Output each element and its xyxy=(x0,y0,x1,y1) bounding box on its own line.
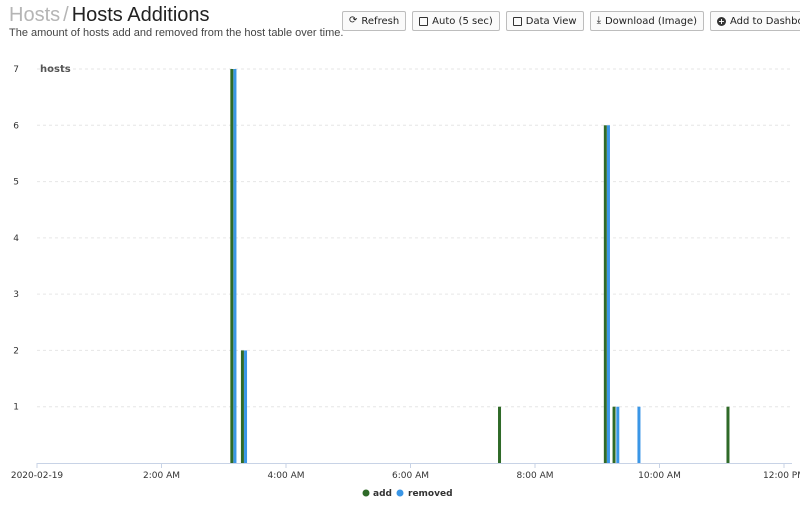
checkbox-icon[interactable] xyxy=(419,16,429,26)
y-tick-label: 5 xyxy=(13,178,19,188)
auto-refresh-toggle[interactable]: Auto (5 sec) xyxy=(412,11,500,31)
add-to-dashboard-label: Add to Dashboard xyxy=(730,15,800,27)
bar-add[interactable] xyxy=(230,69,234,463)
download-icon: ⤓ xyxy=(596,15,601,26)
bar-removed[interactable] xyxy=(606,125,610,464)
y-tick-label: 4 xyxy=(13,234,19,244)
bar-add[interactable] xyxy=(498,406,502,463)
bar-removed[interactable] xyxy=(616,406,620,463)
refresh-button[interactable]: ⟳ Refresh xyxy=(342,11,407,31)
chart-legend: add removed xyxy=(362,489,453,499)
breadcrumb-separator: / xyxy=(63,4,69,26)
page-header: Hosts / Hosts Additions xyxy=(9,4,210,26)
x-tick-label: 4:00 AM xyxy=(268,471,305,481)
x-tick-label: 12:00 PM xyxy=(763,471,800,481)
legend-removed-label[interactable]: removed xyxy=(408,489,453,499)
y-series-label: hosts xyxy=(40,64,71,75)
legend-removed-marker[interactable] xyxy=(396,489,404,497)
plus-circle-icon: + xyxy=(717,16,726,26)
data-view-label: Data View xyxy=(525,15,577,27)
y-tick-label: 7 xyxy=(13,65,19,75)
page-title: Hosts Additions xyxy=(71,4,210,26)
y-tick-label: 1 xyxy=(13,403,19,413)
x-tick-label: 6:00 AM xyxy=(392,471,429,481)
bar-add[interactable] xyxy=(240,350,244,463)
bar-add[interactable] xyxy=(612,406,616,463)
breadcrumb-hosts-link[interactable]: Hosts xyxy=(9,4,61,26)
y-tick-label: 2 xyxy=(13,346,19,356)
page-subtitle: The amount of hosts add and removed from… xyxy=(9,27,344,39)
x-tick-label: 2:00 AM xyxy=(143,471,180,481)
x-tick-label: 8:00 AM xyxy=(517,471,554,481)
bar-removed[interactable] xyxy=(244,350,248,463)
download-button-label: Download (Image) xyxy=(604,15,697,27)
x-tick-label: 2020-02-19 xyxy=(11,471,64,481)
download-image-button[interactable]: ⤓ Download (Image) xyxy=(589,11,704,31)
checkbox-icon[interactable] xyxy=(512,16,522,26)
y-tick-label: 3 xyxy=(13,290,19,300)
legend-add-marker[interactable] xyxy=(362,489,370,497)
auto-refresh-label: Auto (5 sec) xyxy=(432,15,493,27)
chart-toolbar: ⟳ Refresh Auto (5 sec) Data View ⤓ Downl… xyxy=(342,11,800,31)
y-tick-label: 6 xyxy=(13,121,19,131)
breadcrumb: Hosts / Hosts Additions xyxy=(9,4,210,26)
bar-add[interactable] xyxy=(603,125,607,464)
bar-add[interactable] xyxy=(726,406,730,463)
legend-add-label[interactable]: add xyxy=(373,489,392,499)
bar-removed[interactable] xyxy=(233,69,237,463)
data-view-toggle[interactable]: Data View xyxy=(505,11,584,31)
bar-removed[interactable] xyxy=(637,406,641,463)
x-tick-label: 10:00 AM xyxy=(638,471,681,481)
refresh-icon: ⟳ xyxy=(349,15,358,26)
add-to-dashboard-button[interactable]: + Add to Dashboard xyxy=(710,11,800,31)
refresh-button-label: Refresh xyxy=(361,15,400,27)
